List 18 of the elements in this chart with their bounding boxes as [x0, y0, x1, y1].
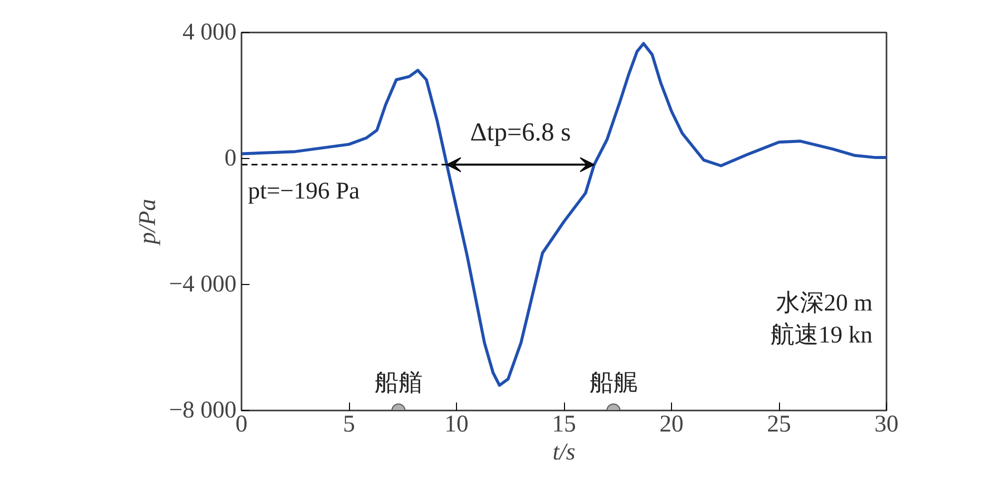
- annotation: 船艏: [374, 370, 422, 396]
- x-tick-label: 20: [660, 412, 684, 438]
- annotation: 航速19 kn: [770, 322, 872, 348]
- x-tick-label: 30: [874, 412, 898, 438]
- annotation: Δtp=6.8 s: [470, 118, 571, 147]
- y-tick-label: 4 000: [182, 20, 236, 46]
- x-axis-title: t/s: [552, 440, 576, 466]
- y-axis-title: p/Pa: [134, 198, 161, 246]
- y-tick-label: −8 000: [168, 398, 237, 424]
- x-tick-label: 25: [767, 412, 791, 438]
- x-tick-label: 5: [343, 412, 355, 438]
- annotation: 船艉: [589, 370, 638, 396]
- y-tick-label: 0: [224, 146, 236, 172]
- y-tick-label: −4 000: [168, 272, 237, 298]
- ref-line-label: pt=−196 Pa: [248, 178, 360, 205]
- x-tick-label: 10: [444, 412, 468, 438]
- annotation: 水深20 m: [776, 290, 873, 316]
- x-tick-label: 15: [552, 412, 576, 438]
